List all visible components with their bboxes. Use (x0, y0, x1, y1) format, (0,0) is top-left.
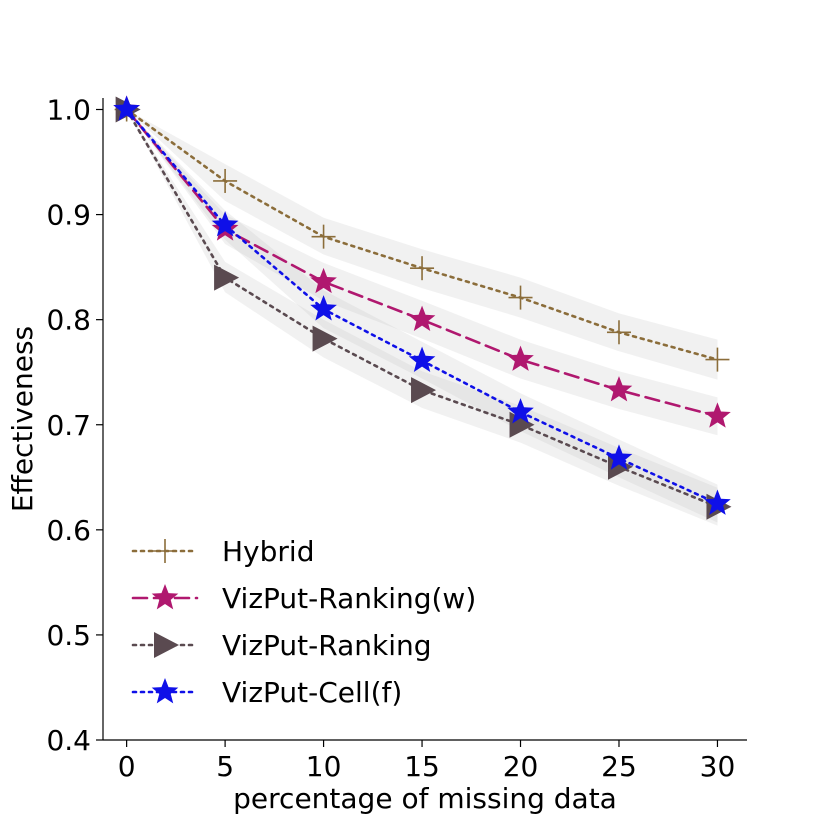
point-hybrid (606, 320, 631, 345)
point-vizput-ranking-w (704, 402, 731, 428)
error-bands (126, 109, 718, 526)
point-vizput-cell-f (408, 346, 436, 372)
point-vizput-ranking-w (408, 305, 436, 331)
legend-marker (151, 678, 179, 704)
y-tick-label: 0.4 (46, 724, 91, 757)
point-vizput-ranking (312, 325, 338, 352)
point-vizput-ranking-w (310, 267, 337, 294)
point-vizput-cell-f (310, 295, 337, 321)
y-tick-label: 0.8 (46, 304, 91, 337)
band-vizput-cell-f- (126, 109, 718, 523)
point-vizput-cell-f (211, 211, 239, 237)
x-tick-label: 0 (118, 750, 136, 783)
x-tick-label: 10 (306, 750, 342, 783)
point-vizput-cell-f (704, 489, 731, 515)
legend-entry-vizput-cell-f: VizPut-Cell(f) (131, 676, 402, 709)
y-tick-label: 0.7 (46, 409, 91, 442)
legend-marker (154, 632, 179, 658)
band-vizput-ranking (126, 109, 718, 526)
y-tick-label: 0.6 (46, 514, 91, 547)
x-tick-label: 20 (503, 750, 539, 783)
point-vizput-ranking-w (507, 345, 534, 371)
x-tick-label: 30 (700, 750, 736, 783)
band-hybrid (126, 109, 718, 380)
legend-marker (153, 539, 177, 563)
legend-label: VizPut-Ranking(w) (222, 582, 476, 615)
x-tick-label: 25 (601, 750, 637, 783)
point-vizput-cell-f (605, 444, 633, 470)
y-tick-label: 0.5 (46, 619, 91, 652)
axes (102, 98, 747, 741)
legend-entry-vizput-ranking-w: VizPut-Ranking(w) (131, 582, 476, 615)
y-tick-label: 0.9 (46, 199, 91, 232)
x-tick-label: 15 (404, 750, 440, 783)
point-hybrid (213, 168, 238, 193)
point-hybrid (705, 347, 730, 372)
point-hybrid (410, 256, 435, 281)
legend-label: Hybrid (222, 535, 314, 568)
legend-entry-vizput-ranking: VizPut-Ranking (131, 629, 432, 662)
legend-marker (151, 584, 179, 610)
y-tick-label: 1.0 (46, 94, 91, 127)
x-tick-label: 5 (216, 750, 234, 783)
point-vizput-cell-f (507, 398, 534, 424)
legend-entry-hybrid: Hybrid (131, 535, 314, 568)
x-axis-title: percentage of missing data (233, 782, 617, 815)
point-hybrid (311, 224, 336, 249)
point-vizput-cell-f (113, 95, 140, 121)
point-hybrid (508, 285, 533, 310)
legend: Hybrid VizPut-Ranking(w) VizPut-Ranking Viz… (131, 535, 476, 709)
series-markers (113, 95, 732, 520)
y-axis-title: Effectiveness (6, 326, 39, 512)
legend-label: VizPut-Ranking (222, 629, 432, 662)
band-vizput-ranking-w- (126, 109, 718, 436)
axis-ticks: 0 5 10 15 20 25 30 0.4 0.5 0.6 0.7 0.8 0.9 1.0 (46, 94, 735, 784)
point-vizput-ranking (214, 264, 240, 291)
point-vizput-ranking (411, 377, 437, 404)
point-vizput-ranking-w (605, 376, 633, 402)
legend-label: VizPut-Cell(f) (222, 676, 402, 709)
